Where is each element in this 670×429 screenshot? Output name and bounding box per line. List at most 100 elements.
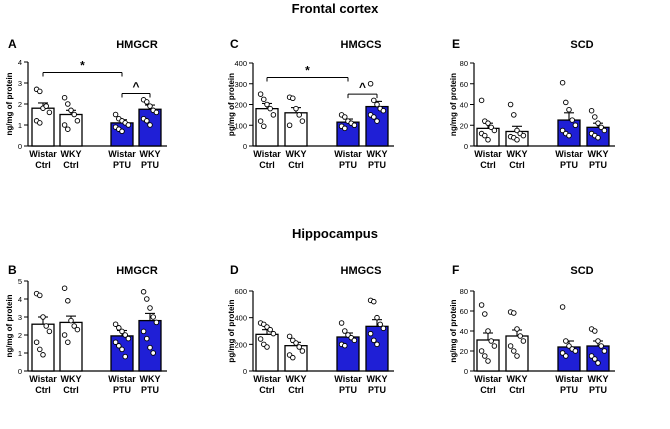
panel-f-y-tick-label: 60: [460, 307, 468, 316]
panel-f-y-tick-label: 80: [460, 287, 468, 296]
panel-d-y-tick-label: 600: [234, 287, 247, 296]
panel-f-data-point: [563, 353, 569, 359]
panel-e-title: SCD: [570, 39, 593, 51]
panel-e-category-label: PTU: [560, 160, 578, 170]
panel-f-data-point: [488, 338, 494, 344]
panel-e-data-point: [595, 120, 601, 126]
panel-e-category-label: PTU: [589, 160, 607, 170]
panel-b-category-label: PTU: [141, 385, 159, 395]
panel-a-data-point: [43, 103, 49, 109]
panel-f-data-point: [517, 333, 523, 339]
panel-b-data-point: [43, 323, 49, 329]
panel-c-data-point: [371, 97, 377, 104]
panel-e-y-tick-label: 0: [464, 142, 468, 151]
panel-b-data-point: [112, 321, 119, 327]
panel-e-data-point: [514, 127, 520, 134]
panel-e-category-label: WKY: [507, 149, 528, 159]
panel-e-data-point: [520, 132, 527, 139]
panel-f-data-point: [595, 360, 601, 366]
panel-d-category-label: WKY: [367, 374, 388, 384]
panel-e-category-label: Wistar: [555, 149, 583, 159]
panel-d-category-label: PTU: [368, 385, 386, 395]
panel-b-data-point: [122, 353, 128, 360]
panel-c-data-point: [380, 107, 387, 114]
panel-c-letter: C: [230, 37, 239, 51]
panel-e-data-point: [569, 117, 575, 123]
panel-f-data-point: [563, 338, 569, 344]
panel-f-y-axis-label: ng/mg of protein: [449, 299, 458, 362]
panel-c-data-point: [293, 105, 299, 112]
panel-b-data-point: [65, 339, 71, 345]
panel-f-data-point: [514, 326, 520, 332]
panel-f-data-point: [507, 343, 514, 349]
panel-e-y-axis-label: ng/mg of protein: [449, 73, 458, 136]
panel-a-data-point: [65, 101, 71, 107]
panel-d-data-point: [257, 336, 264, 342]
panel-f-data-point: [566, 343, 572, 349]
panel-c-bar: [284, 112, 308, 147]
panel-e-data-point: [566, 132, 572, 139]
panel-f-category-label: PTU: [589, 385, 607, 395]
panel-b-data-point: [147, 344, 153, 351]
panel-a-y-tick-label: 3: [18, 79, 22, 88]
panel-d-data-point: [380, 325, 387, 332]
panel-a-category-label: WKY: [61, 149, 82, 159]
panel-d-category-label: Ctrl: [288, 385, 304, 395]
panel-c-data-point: [299, 118, 306, 124]
panel-b-data-point: [40, 352, 46, 358]
panel-f-data-point: [491, 343, 498, 349]
panel-c-y-tick-label: 400: [234, 59, 247, 68]
panel-a-data-point: [147, 122, 153, 128]
panel-c-y-tick-label: 200: [234, 101, 247, 110]
panel-c-category-label: Ctrl: [259, 160, 275, 170]
panel-e-data-point: [592, 114, 598, 120]
panel-b-data-point: [144, 296, 150, 302]
panel-a-data-point: [119, 128, 125, 135]
panel-a-significance-symbol: ^: [132, 80, 139, 94]
panel-f-category-label: Ctrl: [509, 385, 525, 395]
panel-c-y-tick-label: 0: [243, 142, 247, 151]
panel-e-data-point: [601, 127, 608, 134]
panel-d-data-point: [264, 344, 270, 350]
panel-e-data-point: [598, 124, 604, 131]
panel-e-data-point: [559, 79, 566, 86]
panel-c-category-label: Wistar: [334, 149, 362, 159]
panel-c-data-point: [286, 122, 293, 128]
panel-d-data-point: [374, 341, 380, 348]
panel-a-data-point: [61, 94, 68, 101]
panel-d-data-point: [374, 314, 380, 321]
panel-c-data-point: [257, 118, 264, 124]
panel-e-data-point: [566, 106, 572, 113]
panel-c-y-tick-label: 300: [234, 80, 247, 89]
panel-a-data-point: [112, 111, 119, 118]
panel-a-y-tick-label: 4: [18, 58, 22, 67]
panel-f-y-tick-label: 20: [460, 347, 468, 356]
panel-d-y-axis-label: pg/mg of protein: [227, 299, 236, 362]
panel-c-category-label: PTU: [339, 160, 357, 170]
section-title-frontal-cortex: Frontal cortex: [292, 1, 379, 16]
panel-e-letter: E: [452, 37, 460, 51]
panel-f-data-point: [592, 356, 598, 362]
panel-a-y-axis-label: ng/mg of protein: [5, 72, 14, 135]
panel-b-y-tick-label: 0: [18, 367, 22, 376]
panel-f-data-point: [595, 338, 601, 344]
panel-f-data-point: [511, 348, 517, 354]
panel-a-data-point: [125, 122, 132, 128]
panel-c-data-point: [367, 80, 374, 87]
panel-c-data-point: [264, 101, 270, 108]
panel-f-data-point: [478, 302, 485, 308]
panel-b-data-point: [33, 339, 40, 345]
panel-b-data-point: [65, 298, 71, 304]
panel-e-y-tick-label: 60: [460, 80, 468, 89]
panel-f-category-label: Ctrl: [480, 385, 496, 395]
panel-b-category-label: Wistar: [108, 374, 136, 384]
panel-f-data-point: [559, 304, 566, 310]
panel-f-category-label: WKY: [588, 374, 609, 384]
panel-d-y-tick-label: 200: [234, 340, 247, 349]
panel-b-data-point: [46, 328, 53, 335]
panel-a-category-label: WKY: [140, 149, 161, 159]
panel-b-title: HMGCR: [116, 265, 158, 277]
panel-f-data-point: [559, 350, 566, 356]
panel-a-data-point: [37, 120, 43, 126]
panel-f-data-point: [588, 353, 595, 359]
